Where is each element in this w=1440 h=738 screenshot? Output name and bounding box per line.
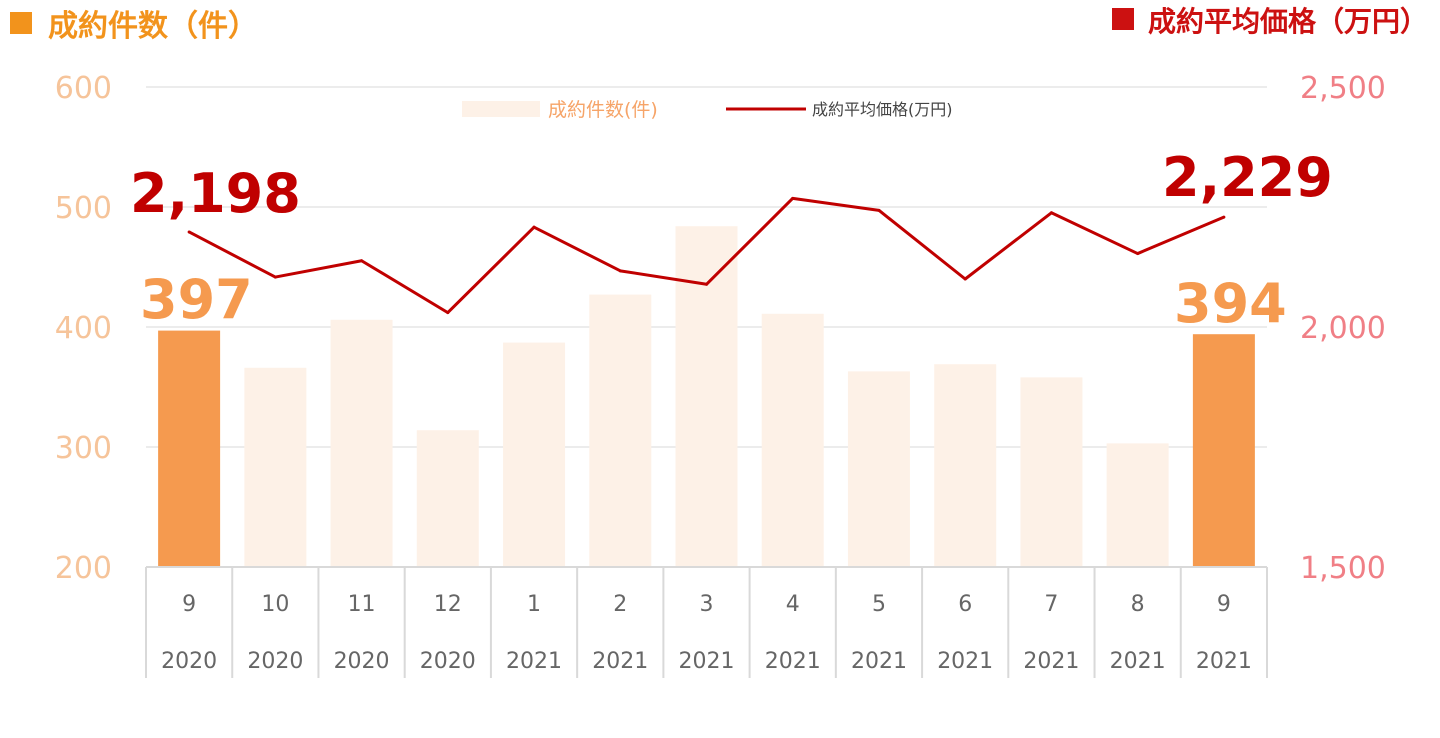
left-axis-ticks: 200 300 400 500 600 xyxy=(55,71,112,586)
x-tick-month: 8 xyxy=(1131,592,1145,617)
line-point xyxy=(1136,252,1140,256)
line-point xyxy=(360,259,364,263)
bar xyxy=(1020,377,1083,567)
x-tick-month: 11 xyxy=(348,592,376,617)
bar xyxy=(589,294,652,567)
right-title-marker xyxy=(1112,8,1134,30)
left-title-marker xyxy=(10,12,32,34)
left-tick-label: 500 xyxy=(55,191,112,226)
x-tick-year: 2020 xyxy=(420,649,476,674)
left-tick-label: 400 xyxy=(55,311,112,346)
line-point xyxy=(1049,211,1053,215)
bar xyxy=(244,367,307,567)
callout-first-bar-value: 397 xyxy=(140,268,253,331)
callout-last-bar-value: 394 xyxy=(1174,272,1287,335)
x-tick-month: 12 xyxy=(434,592,462,617)
line-point xyxy=(446,311,450,315)
x-tick-year: 2021 xyxy=(1110,649,1166,674)
line-point xyxy=(791,196,795,200)
x-tick-year: 2021 xyxy=(765,649,821,674)
bar xyxy=(1106,443,1169,567)
x-tick-year: 2021 xyxy=(506,649,562,674)
x-tick-month: 1 xyxy=(527,592,541,617)
bar xyxy=(761,313,824,567)
left-tick-label: 200 xyxy=(55,551,112,586)
left-axis-title: 成約件数（件） xyxy=(48,9,258,44)
line-series xyxy=(187,196,1226,315)
x-tick-year: 2020 xyxy=(334,649,390,674)
x-tick-month: 9 xyxy=(182,592,196,617)
x-tick-month: 10 xyxy=(261,592,289,617)
bar xyxy=(1192,334,1255,567)
line-point xyxy=(705,282,708,286)
x-tick-year: 2021 xyxy=(1196,649,1252,674)
bar xyxy=(503,342,566,567)
x-tick-year: 2020 xyxy=(161,649,217,674)
callout-last-line-value: 2,229 xyxy=(1162,146,1333,209)
x-tick-month: 9 xyxy=(1217,592,1231,617)
x-tick-month: 2 xyxy=(613,592,627,617)
bar xyxy=(330,319,393,567)
x-tick-month: 6 xyxy=(958,592,972,617)
bar xyxy=(416,430,479,567)
legend-line-label: 成約平均価格(万円) xyxy=(812,100,953,119)
right-tick-label: 2,500 xyxy=(1300,71,1386,106)
right-tick-label: 1,500 xyxy=(1300,551,1386,586)
right-tick-label: 2,000 xyxy=(1300,311,1386,346)
x-tick-year: 2021 xyxy=(679,649,735,674)
line-point xyxy=(1222,215,1226,219)
right-axis-title: 成約平均価格（万円） xyxy=(1148,5,1428,38)
x-tick-month: 7 xyxy=(1044,592,1058,617)
bar xyxy=(934,364,997,567)
left-tick-label: 600 xyxy=(55,71,112,106)
x-tick-year: 2021 xyxy=(851,649,907,674)
x-tick-month: 5 xyxy=(872,592,886,617)
x-tick-month: 4 xyxy=(786,592,800,617)
x-tick-year: 2021 xyxy=(592,649,648,674)
bar xyxy=(675,226,738,567)
x-axis: 9 2020 10 2020 11 2020 12 2020 1 2021 2 2021 3 2021 4 2… xyxy=(145,566,1268,678)
line-point xyxy=(273,275,277,279)
right-axis-ticks: 1,500 2,000 2,500 xyxy=(1300,71,1386,586)
line-point xyxy=(963,277,967,281)
line-point xyxy=(187,230,191,234)
bar xyxy=(158,330,221,567)
left-tick-label: 300 xyxy=(55,431,112,466)
x-tick-month: 3 xyxy=(700,592,714,617)
line-point xyxy=(877,208,881,212)
bar-series xyxy=(158,226,1255,567)
callout-first-line-value: 2,198 xyxy=(130,162,301,225)
x-tick-year: 2020 xyxy=(247,649,303,674)
bar xyxy=(847,371,910,567)
line-point xyxy=(532,225,536,229)
line-point xyxy=(618,269,622,273)
x-tick-year: 2021 xyxy=(1023,649,1079,674)
legend-bars-label: 成約件数(件) xyxy=(548,99,658,121)
legend-bars-swatch xyxy=(462,101,540,117)
x-tick-year: 2021 xyxy=(937,649,993,674)
